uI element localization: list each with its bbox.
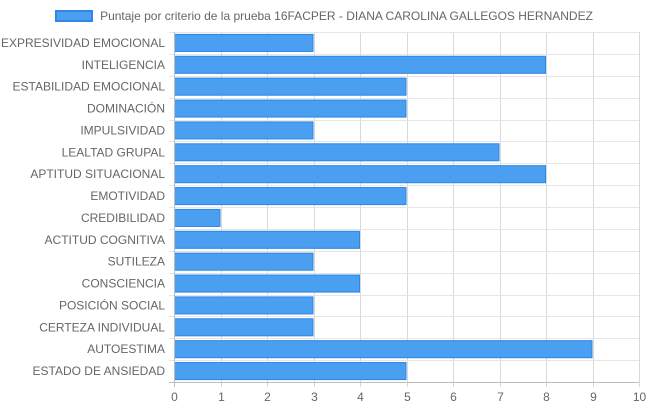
- y-tick-label: DOMINACIÓN: [87, 101, 165, 116]
- x-tick-label: 2: [264, 390, 271, 404]
- y-tick-label: POSICIÓN SOCIAL: [59, 297, 165, 312]
- y-tick-label: ACTITUD COGNITIVA: [45, 233, 165, 247]
- x-tick-label: 5: [404, 390, 411, 404]
- y-tick-label: LEALTAD GRUPAL: [62, 145, 166, 159]
- bar: [174, 187, 407, 206]
- x-tick-label: 6: [450, 390, 457, 404]
- bar: [174, 77, 407, 96]
- y-tick-label: EXPRESIVIDAD EMOCIONAL: [1, 36, 165, 50]
- bar: [174, 55, 546, 74]
- y-tick-label: ESTABILIDAD EMOCIONAL: [13, 80, 166, 94]
- bar: [174, 208, 221, 227]
- bar: [174, 143, 500, 162]
- bar: [174, 33, 314, 52]
- x-tick-label: 1: [218, 390, 225, 404]
- y-tick-label: IMPULSIVIDAD: [80, 123, 165, 137]
- x-tick-label: 9: [590, 390, 597, 404]
- legend-swatch: [55, 10, 94, 22]
- x-tick-label: 8: [543, 390, 550, 404]
- x-tick-label: 0: [171, 390, 178, 404]
- legend-label: Puntaje por criterio de la prueba 16FACP…: [100, 9, 593, 23]
- y-tick-label: INTELIGENCIA: [82, 58, 165, 72]
- y-tick-label: APTITUD SITUACIONAL: [30, 167, 165, 181]
- bar: [174, 230, 360, 249]
- legend[interactable]: Puntaje por criterio de la prueba 16FACP…: [0, 5, 648, 27]
- y-tick-label: ESTADO DE ANSIEDAD: [33, 364, 166, 378]
- bar: [174, 362, 407, 381]
- bar: [174, 274, 360, 293]
- bar: [174, 296, 314, 315]
- bar: [174, 165, 546, 184]
- y-tick-label: CONSCIENCIA: [82, 277, 165, 291]
- bar: [174, 340, 593, 359]
- bar: [174, 252, 314, 271]
- x-tick-label: 7: [497, 390, 504, 404]
- y-tick-label: CERTEZA INDIVIDUAL: [39, 320, 165, 334]
- x-tick-label: 3: [311, 390, 318, 404]
- bar: [174, 99, 407, 118]
- x-tick-label: 10: [633, 390, 647, 404]
- x-tick-label: 4: [357, 390, 364, 404]
- bar: [174, 121, 314, 140]
- bar: [174, 318, 314, 337]
- y-tick-label: CREDIBILIDAD: [81, 211, 165, 225]
- y-tick-label: EMOTIVIDAD: [90, 189, 165, 203]
- y-tick-label: AUTOESTIMA: [87, 342, 165, 356]
- y-tick-label: SUTILEZA: [108, 255, 165, 269]
